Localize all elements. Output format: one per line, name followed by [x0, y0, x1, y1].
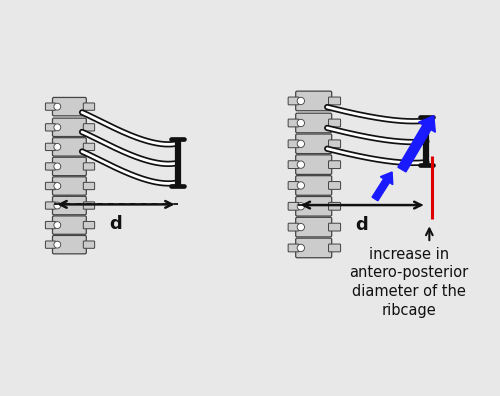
Circle shape: [54, 241, 61, 248]
FancyBboxPatch shape: [46, 124, 56, 131]
Circle shape: [297, 161, 304, 168]
Circle shape: [54, 183, 61, 189]
FancyBboxPatch shape: [328, 202, 340, 210]
FancyBboxPatch shape: [296, 91, 332, 111]
FancyBboxPatch shape: [84, 182, 94, 190]
FancyBboxPatch shape: [328, 161, 340, 169]
Circle shape: [297, 182, 304, 189]
FancyBboxPatch shape: [328, 97, 340, 105]
Circle shape: [54, 143, 61, 150]
Text: d: d: [356, 216, 368, 234]
FancyBboxPatch shape: [296, 134, 332, 154]
FancyArrow shape: [372, 172, 393, 201]
FancyArrow shape: [398, 116, 436, 172]
FancyBboxPatch shape: [52, 97, 86, 116]
FancyBboxPatch shape: [288, 97, 299, 105]
FancyBboxPatch shape: [288, 140, 299, 148]
FancyBboxPatch shape: [46, 143, 56, 150]
Circle shape: [297, 223, 304, 231]
FancyBboxPatch shape: [84, 241, 94, 248]
FancyBboxPatch shape: [296, 217, 332, 237]
Circle shape: [54, 222, 61, 228]
FancyBboxPatch shape: [288, 223, 299, 231]
Text: d: d: [110, 215, 122, 233]
FancyBboxPatch shape: [84, 163, 94, 170]
Circle shape: [297, 203, 304, 210]
FancyBboxPatch shape: [46, 163, 56, 170]
FancyBboxPatch shape: [296, 176, 332, 195]
FancyBboxPatch shape: [328, 119, 340, 127]
FancyBboxPatch shape: [46, 182, 56, 190]
FancyBboxPatch shape: [288, 119, 299, 127]
Circle shape: [297, 140, 304, 147]
FancyBboxPatch shape: [52, 118, 86, 137]
FancyBboxPatch shape: [52, 216, 86, 234]
FancyBboxPatch shape: [84, 124, 94, 131]
FancyBboxPatch shape: [46, 241, 56, 248]
FancyBboxPatch shape: [296, 155, 332, 175]
Circle shape: [54, 163, 61, 170]
FancyBboxPatch shape: [52, 157, 86, 176]
FancyBboxPatch shape: [46, 221, 56, 229]
FancyBboxPatch shape: [288, 202, 299, 210]
FancyBboxPatch shape: [328, 181, 340, 189]
FancyBboxPatch shape: [52, 177, 86, 195]
FancyBboxPatch shape: [296, 196, 332, 216]
FancyBboxPatch shape: [52, 138, 86, 156]
FancyBboxPatch shape: [296, 113, 332, 133]
FancyBboxPatch shape: [288, 161, 299, 169]
FancyBboxPatch shape: [52, 236, 86, 254]
FancyBboxPatch shape: [288, 181, 299, 189]
FancyBboxPatch shape: [52, 196, 86, 215]
FancyBboxPatch shape: [328, 140, 340, 148]
FancyBboxPatch shape: [46, 103, 56, 110]
FancyBboxPatch shape: [296, 238, 332, 258]
FancyBboxPatch shape: [328, 244, 340, 252]
FancyBboxPatch shape: [328, 223, 340, 231]
FancyBboxPatch shape: [46, 202, 56, 209]
FancyBboxPatch shape: [84, 143, 94, 150]
Circle shape: [297, 244, 304, 251]
Circle shape: [297, 119, 304, 127]
Text: increase in
antero-posterior
diameter of the
ribcage: increase in antero-posterior diameter of…: [350, 247, 469, 318]
FancyBboxPatch shape: [84, 202, 94, 209]
FancyBboxPatch shape: [84, 221, 94, 229]
Circle shape: [54, 103, 61, 110]
Circle shape: [54, 124, 61, 131]
FancyBboxPatch shape: [84, 103, 94, 110]
Circle shape: [297, 97, 304, 105]
Circle shape: [54, 202, 61, 209]
FancyBboxPatch shape: [288, 244, 299, 252]
